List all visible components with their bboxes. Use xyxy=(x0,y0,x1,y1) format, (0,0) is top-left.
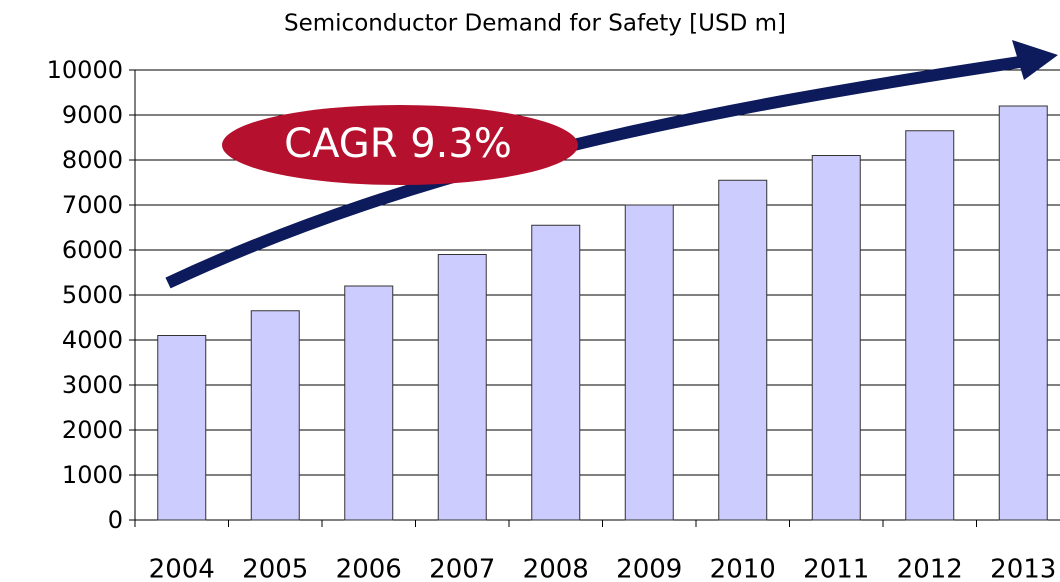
bar xyxy=(531,224,581,521)
plot-area: 0 1000 2000 3000 4000 5000 6000 7000 8000 9000 100… xyxy=(47,56,1060,582)
x-tick-label: 2008 xyxy=(523,555,589,582)
bar xyxy=(624,204,674,521)
y-tick-label: 6000 xyxy=(62,236,123,264)
x-tick-label: 2011 xyxy=(803,555,869,582)
x-tick-label: 2005 xyxy=(242,555,308,582)
y-tick-label: 9000 xyxy=(62,101,123,129)
y-tick-label: 5000 xyxy=(62,281,123,309)
y-tick-label: 0 xyxy=(108,506,123,534)
bar xyxy=(718,179,768,521)
y-tick-label: 7000 xyxy=(62,191,123,219)
bar xyxy=(157,335,207,521)
x-tick-label: 2006 xyxy=(336,555,402,582)
y-tick-label: 1000 xyxy=(62,461,123,489)
x-tick-label: 2013 xyxy=(990,555,1056,582)
overlay: CAGR 9.3% xyxy=(165,40,1058,289)
bar xyxy=(344,285,394,521)
bar xyxy=(811,155,861,521)
bar xyxy=(905,130,955,521)
x-tick-label: 2007 xyxy=(429,555,495,582)
bar xyxy=(437,254,487,521)
x-tick-label: 2010 xyxy=(710,555,776,582)
x-tick-label: 2004 xyxy=(149,555,215,582)
y-tick-label: 4000 xyxy=(62,326,123,354)
chart-title: Semiconductor Demand for Safety [USD m] xyxy=(284,11,786,37)
x-tick-label: 2009 xyxy=(616,555,682,582)
bar xyxy=(998,105,1048,521)
y-tick-label: 10000 xyxy=(47,56,123,84)
arrow-head xyxy=(1012,40,1058,80)
x-tick-label: 2012 xyxy=(897,555,963,582)
cagr-badge xyxy=(222,105,578,185)
annotation: CAGR 9.3% xyxy=(284,121,512,167)
bar xyxy=(250,310,300,521)
y-tick-label: 8000 xyxy=(62,146,123,174)
y-tick-label: 3000 xyxy=(62,371,123,399)
y-tick-label: 2000 xyxy=(62,416,123,444)
